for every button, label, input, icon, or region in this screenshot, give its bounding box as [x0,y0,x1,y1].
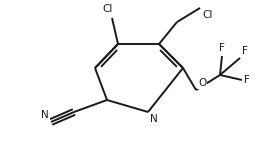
Text: F: F [244,75,250,85]
Text: F: F [242,46,248,56]
Text: F: F [219,43,225,53]
Text: Cl: Cl [103,4,113,14]
Text: N: N [41,110,49,120]
Text: O: O [198,78,206,88]
Text: Cl: Cl [202,10,212,20]
Text: N: N [150,114,158,124]
